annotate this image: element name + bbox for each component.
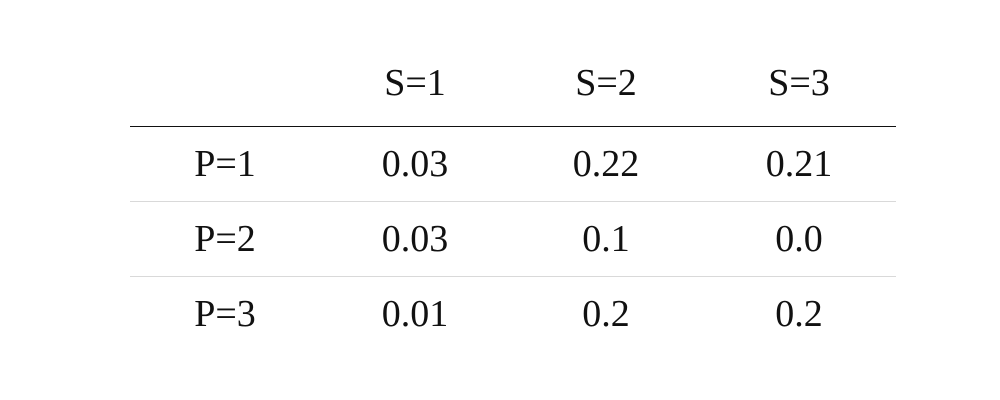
table-cell: 0.2 — [702, 275, 896, 351]
row-label: P=1 — [194, 142, 256, 185]
table-cell: 0.0 — [702, 200, 896, 276]
header-cell-s2: S=2 — [510, 44, 702, 127]
table-row: P=3 0.01 0.2 0.2 — [130, 275, 896, 351]
table-header-row: S=1 S=2 S=3 — [130, 44, 896, 127]
table-cell: 0.2 — [510, 275, 702, 351]
data-table-container: S=1 S=2 S=3 P=1 0.03 0.22 0.21 P=2 0.03 … — [130, 44, 896, 351]
table-cell: 0.01 — [320, 275, 510, 351]
table-cell: 0.1 — [510, 200, 702, 276]
table-row: P=1 0.03 0.22 0.21 — [130, 126, 896, 201]
data-table: S=1 S=2 S=3 P=1 0.03 0.22 0.21 P=2 0.03 … — [130, 44, 896, 351]
table-row: P=2 0.03 0.1 0.0 — [130, 200, 896, 276]
row-label: P=2 — [130, 200, 320, 276]
table-cell: 0.03 — [381, 142, 449, 185]
header-cell-s3: S=3 — [702, 44, 896, 127]
table-cell: 0.03 — [320, 200, 510, 276]
row-label: P=3 — [130, 275, 320, 351]
header-cell-s1: S=1 — [320, 44, 510, 127]
table-cell: 0.21 — [765, 142, 833, 185]
table-cell: 0.22 — [572, 142, 640, 185]
header-cell-corner — [130, 44, 320, 127]
